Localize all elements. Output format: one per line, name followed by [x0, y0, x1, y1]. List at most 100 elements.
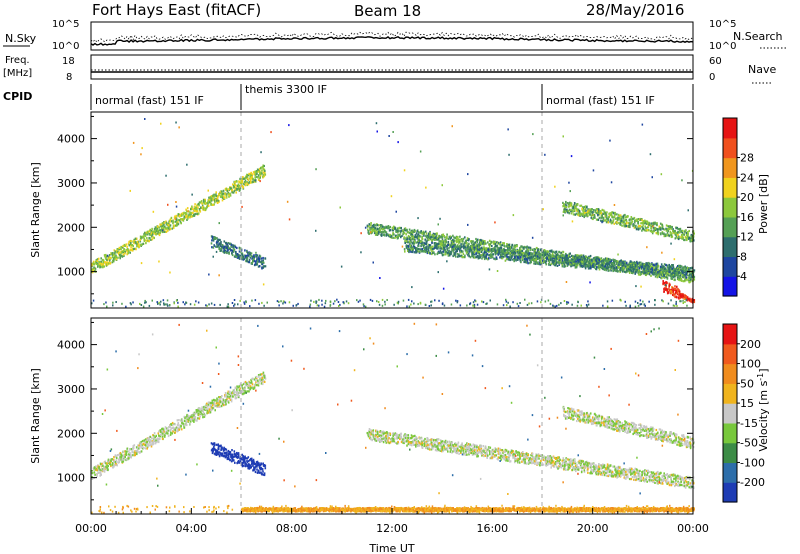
- data-point: [118, 251, 121, 254]
- data-point: [259, 174, 262, 177]
- data-point: [503, 244, 505, 247]
- data-point: [547, 299, 550, 302]
- data-point: [448, 254, 451, 257]
- data-point: [485, 248, 487, 251]
- data-point: [407, 238, 409, 241]
- data-point: [246, 183, 248, 187]
- data-point: [473, 242, 476, 245]
- data-point: [225, 242, 228, 245]
- data-point: [442, 242, 445, 245]
- data-point: [441, 302, 444, 305]
- data-point: [646, 229, 649, 232]
- data-point: [249, 177, 252, 180]
- data-point: [371, 228, 373, 231]
- data-point: [172, 221, 175, 224]
- data-point: [369, 228, 371, 231]
- cpid-segment-label: normal (fast) 151 IF: [546, 94, 655, 107]
- data-point: [216, 243, 218, 246]
- data-point: [409, 231, 412, 234]
- data-point: [216, 240, 218, 243]
- data-point: [196, 212, 199, 215]
- data-point: [255, 263, 258, 266]
- data-point: [384, 303, 386, 306]
- data-point: [381, 298, 384, 301]
- data-point: [427, 249, 430, 252]
- data-point: [494, 249, 497, 252]
- data-point: [368, 232, 370, 235]
- data-point: [250, 171, 252, 174]
- data-point: [583, 209, 585, 212]
- data-point: [518, 257, 521, 260]
- data-point: [689, 240, 692, 243]
- data-point: [436, 243, 438, 246]
- data-point: [501, 253, 503, 256]
- data-point: [479, 251, 481, 254]
- data-point: [624, 213, 626, 217]
- data-point: [693, 269, 696, 272]
- data-point: [631, 220, 634, 223]
- data-point: [144, 232, 147, 235]
- data-point: [204, 208, 207, 211]
- data-point: [483, 240, 486, 243]
- data-point: [473, 248, 476, 251]
- data-point: [282, 302, 284, 305]
- data-point: [213, 244, 216, 247]
- data-point: [497, 241, 499, 244]
- data-point: [100, 262, 102, 265]
- data-point: [397, 228, 399, 231]
- data-point: [261, 263, 264, 266]
- data-point: [282, 300, 285, 303]
- data-point: [433, 247, 435, 250]
- data-point: [441, 243, 444, 246]
- data-point: [526, 248, 528, 251]
- data-point: [506, 253, 508, 256]
- data-point: [434, 233, 436, 236]
- data-point: [196, 210, 199, 213]
- data-point: [473, 305, 476, 308]
- data-point: [195, 300, 197, 303]
- data-point: [115, 249, 118, 252]
- data-point: [136, 245, 138, 248]
- data-point: [223, 240, 226, 243]
- data-point: [580, 254, 583, 257]
- data-point: [586, 265, 589, 268]
- data-point: [373, 230, 376, 233]
- data-point: [234, 188, 237, 191]
- data-point: [584, 214, 586, 217]
- data-point: [252, 255, 254, 259]
- data-point: [481, 300, 483, 303]
- data-point: [185, 214, 187, 218]
- data-point: [624, 270, 626, 273]
- data-point: [182, 301, 184, 304]
- data-point: [204, 200, 206, 203]
- data-point: [402, 299, 405, 302]
- data-point: [90, 264, 93, 267]
- data-point: [106, 258, 109, 261]
- data-point: [228, 252, 230, 255]
- data-point: [621, 266, 623, 269]
- data-point: [177, 214, 179, 217]
- data-point: [483, 254, 485, 257]
- data-point: [119, 257, 121, 260]
- data-point: [665, 269, 668, 272]
- data-point: [501, 257, 504, 260]
- cpid-label: CPID: [3, 90, 32, 103]
- data-point: [232, 183, 234, 186]
- data-point: [141, 235, 144, 238]
- data-point: [178, 213, 180, 216]
- data-point: [188, 214, 190, 217]
- data-point: [669, 225, 672, 228]
- data-point: [569, 263, 571, 266]
- data-point: [244, 249, 246, 252]
- data-point: [202, 208, 205, 211]
- data-point: [410, 241, 413, 244]
- data-point: [542, 252, 544, 255]
- data-point: [419, 235, 421, 238]
- data-point: [219, 191, 221, 194]
- data-point: [446, 251, 449, 254]
- data-point: [254, 174, 257, 177]
- data-point: [262, 266, 264, 269]
- data-point: [261, 266, 263, 269]
- data-point: [430, 238, 432, 241]
- data-point: [507, 301, 509, 304]
